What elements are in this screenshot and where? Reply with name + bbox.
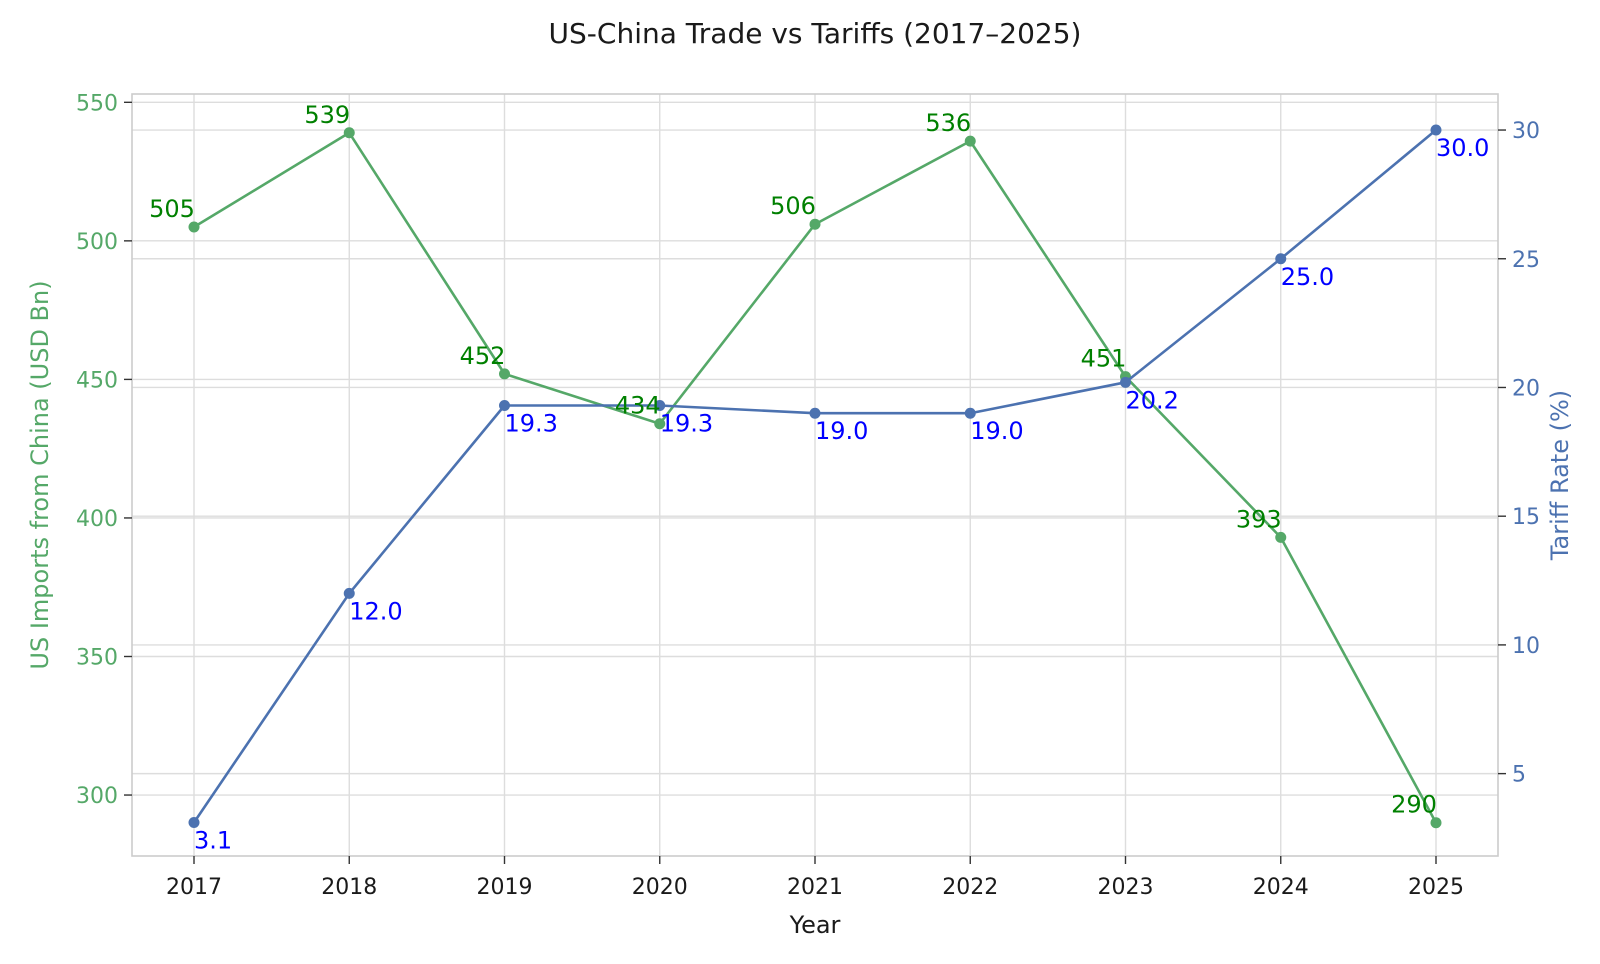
- y-left-tick-label: 550: [76, 91, 118, 116]
- tariff-data-point: [654, 399, 666, 411]
- tariff-data-point: [1430, 124, 1442, 136]
- imports-data-point: [343, 127, 355, 139]
- y-right-tick-label: 10: [1512, 634, 1540, 659]
- tariff-data-label: 19.0: [970, 417, 1023, 445]
- x-tick-label: 2020: [632, 875, 688, 900]
- y-right-tick-label: 20: [1512, 376, 1540, 401]
- tariff-data-point: [499, 399, 510, 411]
- imports-data-label: 539: [304, 101, 350, 129]
- imports-data-point: [964, 135, 976, 147]
- tariff-data-label: 25.0: [1281, 263, 1334, 291]
- tariff-data-label: 19.0: [815, 417, 868, 445]
- imports-data-point: [1430, 817, 1442, 829]
- label-layer: 505 539 452 434 506 536 451 393 290 3.1 12.0 19.3 19…: [149, 101, 1489, 855]
- y-left-tick-label: 400: [76, 507, 118, 532]
- imports-data-point: [1275, 531, 1287, 543]
- axis-layer: 2017 2018 2019 2020 2021 2022 2023 2024 20253003…: [76, 91, 1540, 900]
- chart-title: US-China Trade vs Tariffs (2017–2025): [549, 17, 1082, 50]
- tariff-data-label: 30.0: [1436, 134, 1489, 162]
- imports-data-point: [499, 368, 510, 380]
- tariff-data-label: 3.1: [194, 827, 232, 855]
- x-tick-label: 2019: [477, 875, 533, 900]
- tariff-data-label: 12.0: [349, 597, 402, 625]
- y-left-tick-label: 500: [76, 230, 118, 255]
- x-tick-label: 2017: [166, 875, 222, 900]
- imports-data-point: [809, 218, 821, 230]
- y-axis-right-label: Tariff Rate (%): [1546, 390, 1574, 561]
- y-right-tick-label: 15: [1512, 505, 1540, 530]
- y-left-tick-label: 350: [76, 645, 118, 670]
- grid-layer: [132, 94, 1498, 856]
- y-right-tick-label: 30: [1512, 119, 1540, 144]
- x-tick-label: 2023: [1098, 875, 1154, 900]
- tariff-data-label: 19.3: [660, 409, 713, 437]
- y-right-tick-label: 5: [1512, 763, 1526, 788]
- tariff-data-point: [809, 407, 821, 419]
- y-axis-left-label: US Imports from China (USD Bn): [26, 280, 54, 669]
- imports-data-label: 290: [1391, 791, 1437, 819]
- tariff-data-label: 20.2: [1126, 386, 1179, 414]
- tariff-data-point: [343, 587, 355, 599]
- imports-data-point: [654, 418, 666, 430]
- x-tick-label: 2018: [321, 875, 377, 900]
- imports-data-point: [188, 221, 200, 233]
- imports-data-label: 393: [1236, 505, 1282, 533]
- imports-data-label: 505: [149, 195, 195, 223]
- tariff-data-point: [964, 407, 976, 419]
- x-tick-label: 2025: [1408, 875, 1464, 900]
- y-left-tick-label: 300: [76, 784, 118, 809]
- imports-data-label: 451: [1081, 345, 1127, 373]
- imports-data-label: 536: [925, 109, 971, 137]
- tariff-data-point: [188, 817, 200, 829]
- x-axis-label: Year: [789, 911, 841, 939]
- imports-data-label: 506: [770, 192, 816, 220]
- tariff-data-point: [1275, 253, 1287, 265]
- series-layer: [188, 124, 1442, 829]
- x-tick-label: 2022: [942, 875, 998, 900]
- tariff-data-label: 19.3: [505, 409, 558, 437]
- x-tick-label: 2024: [1253, 875, 1309, 900]
- y-right-tick-label: 25: [1512, 248, 1540, 273]
- imports-data-label: 434: [615, 392, 661, 420]
- imports-data-label: 452: [460, 342, 506, 370]
- y-left-tick-label: 450: [76, 368, 118, 393]
- x-tick-label: 2021: [787, 875, 843, 900]
- tariff-data-point: [1120, 376, 1131, 388]
